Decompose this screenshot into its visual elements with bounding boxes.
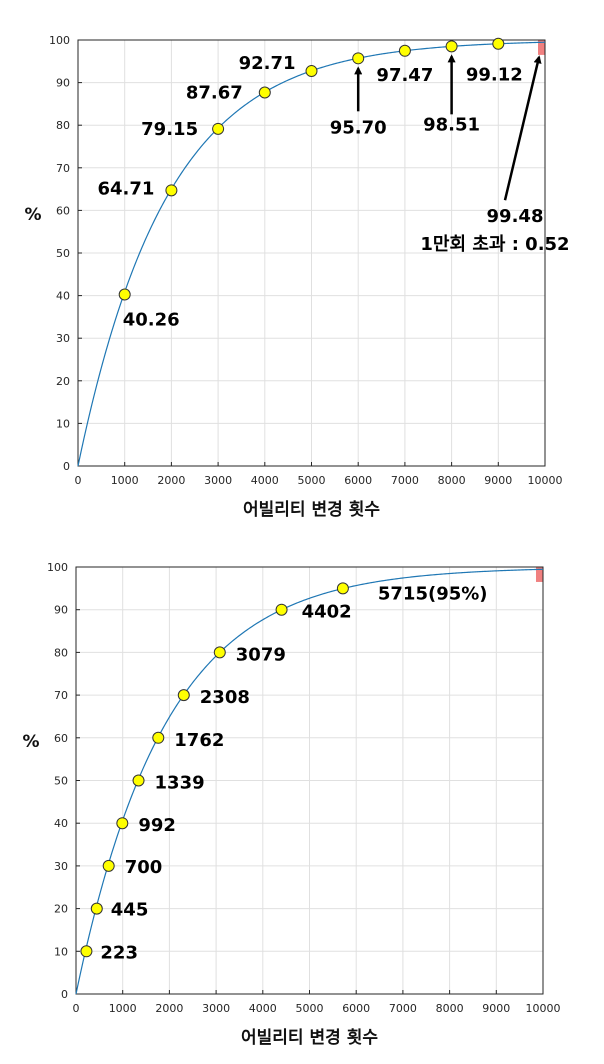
y-tick-label: 20 <box>56 375 70 388</box>
x-tick-label: 3000 <box>204 474 232 487</box>
x-tick-label: 7000 <box>389 1002 417 1015</box>
y-tick-label: 0 <box>63 460 70 473</box>
x-tick-label: 4000 <box>251 474 279 487</box>
x-tick-label: 8000 <box>436 1002 464 1015</box>
data-point-marker <box>445 40 458 53</box>
data-label: 700 <box>125 857 163 878</box>
data-point-marker <box>336 582 349 595</box>
data-label: 223 <box>100 942 138 963</box>
x-tick-label: 8000 <box>438 474 466 487</box>
data-point-marker <box>90 902 103 915</box>
data-label: 97.47 <box>376 65 433 86</box>
highlight-region <box>537 40 545 55</box>
data-point-marker <box>352 52 365 65</box>
data-point-marker <box>275 603 288 616</box>
x-tick-label: 9000 <box>482 1002 510 1015</box>
x-axis-label: 어빌리티 변경 횟수 <box>241 1028 378 1048</box>
data-label: 1762 <box>174 730 224 751</box>
x-tick-label: 2000 <box>157 474 185 487</box>
y-tick-label: 10 <box>54 945 68 958</box>
data-label: 2308 <box>200 687 250 708</box>
data-label: 98.51 <box>423 114 480 135</box>
data-point-marker <box>213 646 226 659</box>
x-tick-label: 1000 <box>111 474 139 487</box>
x-tick-label: 4000 <box>249 1002 277 1015</box>
x-tick-label: 3000 <box>202 1002 230 1015</box>
y-tick-label: 30 <box>54 860 68 873</box>
y-tick-label: 50 <box>54 775 68 788</box>
x-tick-label: 6000 <box>344 474 372 487</box>
x-tick-label: 5000 <box>298 474 326 487</box>
data-point-marker <box>80 945 93 958</box>
y-tick-label: 100 <box>49 34 70 47</box>
x-tick-label: 10000 <box>528 474 563 487</box>
data-label: 99.48 <box>487 206 544 227</box>
data-label: 87.67 <box>186 83 243 104</box>
data-label: 40.26 <box>123 309 180 330</box>
data-point-marker <box>398 44 411 57</box>
x-tick-label: 0 <box>73 1002 80 1015</box>
x-tick-label: 7000 <box>391 474 419 487</box>
y-tick-label: 60 <box>56 204 70 217</box>
data-point-marker <box>102 859 115 872</box>
data-label: 92.71 <box>239 53 296 74</box>
y-tick-label: 60 <box>54 732 68 745</box>
y-tick-label: 40 <box>54 817 68 830</box>
annotation-text: 1만회 초과 : 0.52 <box>420 234 569 255</box>
x-tick-label: 10000 <box>526 1002 561 1015</box>
y-tick-label: 40 <box>56 290 70 303</box>
y-tick-label: 70 <box>54 689 68 702</box>
x-tick-label: 9000 <box>484 474 512 487</box>
data-point-marker <box>118 288 131 301</box>
highlight-region <box>535 567 543 582</box>
y-tick-label: 30 <box>56 332 70 345</box>
data-point-marker <box>132 774 145 787</box>
data-label: 1339 <box>155 773 205 794</box>
data-point-marker <box>492 37 505 50</box>
y-axis-label: % <box>24 205 41 225</box>
data-point-marker <box>116 817 129 830</box>
data-point-marker <box>212 122 225 135</box>
series-curve <box>75 568 544 995</box>
y-tick-label: 20 <box>54 903 68 916</box>
x-tick-label: 2000 <box>155 1002 183 1015</box>
data-label: 79.15 <box>141 119 198 140</box>
data-label: 5715(95%) <box>378 583 488 604</box>
x-tick-label: 1000 <box>109 1002 137 1015</box>
x-tick-label: 0 <box>75 474 82 487</box>
data-point-marker <box>258 86 271 99</box>
chart-panel-2: 0 1000 2000 3000 4000 5000 6000 7000 8000 9000 100… <box>22 561 560 1048</box>
data-point-marker <box>177 689 190 702</box>
y-tick-label: 80 <box>54 646 68 659</box>
y-tick-label: 80 <box>56 119 70 132</box>
y-axis-label: % <box>22 732 39 752</box>
data-label: 992 <box>138 815 176 836</box>
data-label: 95.70 <box>330 117 387 138</box>
y-tick-label: 0 <box>61 988 68 1001</box>
x-axis-label: 어빌리티 변경 횟수 <box>243 500 380 520</box>
data-label: 99.12 <box>466 65 523 86</box>
y-tick-label: 100 <box>47 561 68 574</box>
y-tick-label: 70 <box>56 162 70 175</box>
data-label: 64.71 <box>97 178 154 199</box>
data-point-marker <box>305 65 318 78</box>
data-label: 3079 <box>236 644 286 665</box>
data-point-marker <box>165 184 178 197</box>
data-label: 4402 <box>302 602 352 623</box>
y-tick-label: 10 <box>56 417 70 430</box>
x-tick-label: 6000 <box>342 1002 370 1015</box>
x-tick-label: 5000 <box>296 1002 324 1015</box>
y-tick-label: 90 <box>56 77 70 90</box>
y-tick-label: 90 <box>54 604 68 617</box>
data-label: 445 <box>111 900 149 921</box>
y-tick-label: 50 <box>56 247 70 260</box>
data-point-marker <box>152 731 165 744</box>
chart-panel-1: 0 1000 2000 3000 4000 5000 6000 7000 8000 9000 100… <box>24 34 569 520</box>
annotation-arrow <box>503 55 542 201</box>
